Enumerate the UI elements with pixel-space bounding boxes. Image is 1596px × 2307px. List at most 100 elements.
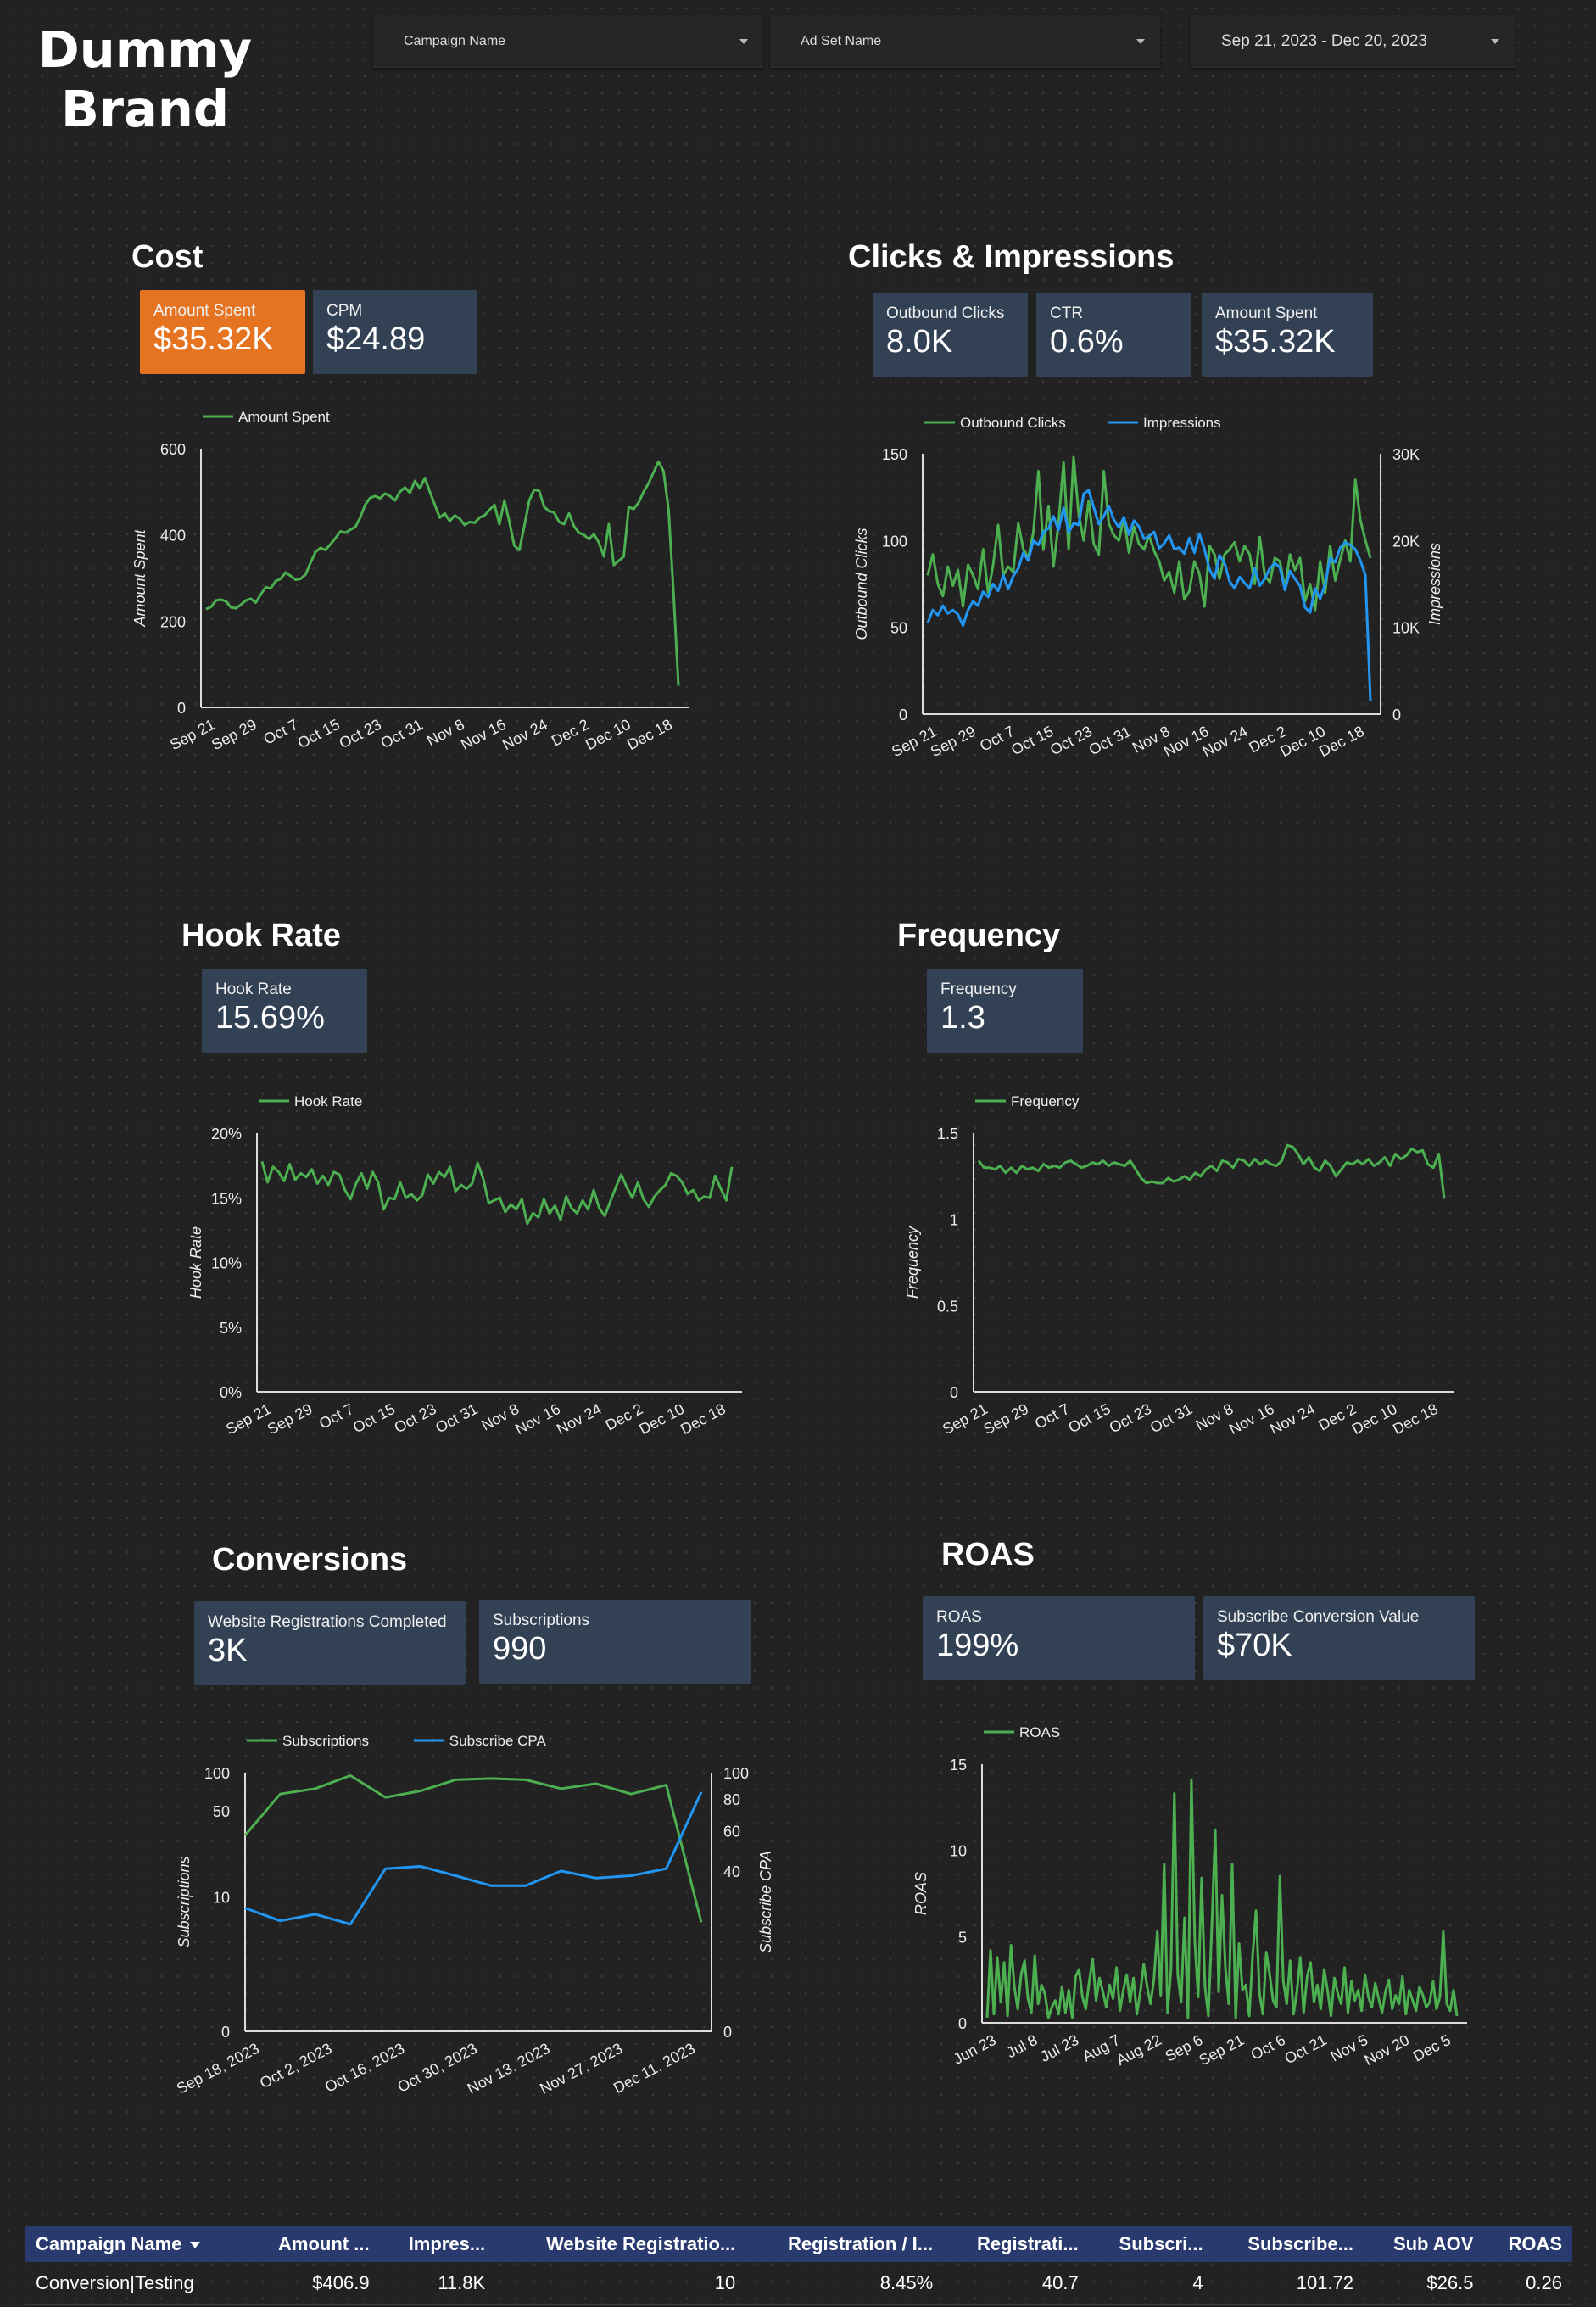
kpi-amount-spent: Amount Spent $35.32K [140,290,305,374]
chevron-down-icon [739,38,748,44]
table-cell: 40.7 [943,2262,1089,2305]
hook-series-hook-rate [260,1161,734,1226]
column-header-label: Campaign Name [36,2233,182,2254]
kpi-label: Subscriptions [493,1612,590,1629]
column-header-sub-aov[interactable]: Sub AOV [1364,2226,1484,2262]
conversions-y2-tick-label: 0 [723,2024,732,2041]
campaign-filter[interactable]: Campaign Name [373,15,763,68]
cost-y-tick-label: 600 [160,441,186,458]
kpi-value: 15.69% [215,1000,325,1036]
roas-y-tick-label: 5 [958,1929,967,1946]
conversions-y-tick-label: 10 [213,1890,230,1907]
date-range-filter[interactable]: Sep 21, 2023 - Dec 20, 2023 [1191,15,1515,68]
column-header-subscriptions[interactable]: Subscri... [1088,2226,1214,2262]
conversions-y-tick-label: 100 [204,1765,230,1782]
kpi-label: CPM [326,302,363,320]
conversions-y2-tick-label: 80 [723,1791,740,1808]
table-row[interactable]: Conversion|Testing $406.9 11.8K 10 8.45%… [25,2262,1572,2305]
table-cell: 8.45% [745,2262,944,2305]
clicks-series-impressions [926,489,1372,701]
cost-x-tick-label: Oct 23 [337,716,384,752]
conversions-x-tick-label: Nov 13, 2023 [465,2040,553,2098]
campaign-filter-label: Campaign Name [404,33,506,48]
column-header-registration-cost[interactable]: Registrati... [943,2226,1089,2262]
conversions-x-tick-label: Sep 18, 2023 [174,2040,262,2098]
kpi-value: 3K [208,1633,248,1668]
frequency-x-tick-label: Sep 21 [940,1400,991,1438]
column-header-roas[interactable]: ROAS [1483,2226,1572,2262]
cost-series-amount-spent [205,460,680,686]
date-range-label: Sep 21, 2023 - Dec 20, 2023 [1221,31,1427,50]
clicks-y2-tick-label: 30K [1392,446,1420,463]
hook-x-tick-label: Sep 21 [223,1400,274,1438]
hook-y-tick-label: 15% [211,1190,242,1207]
kpi-frequency: Frequency 1.3 [927,969,1083,1053]
frequency-x-tick-label: Dec 18 [1390,1400,1441,1438]
adset-filter-label: Ad Set Name [801,33,882,48]
hook-y-tick-label: 10% [211,1255,242,1272]
cost-y-tick-label: 0 [177,700,186,717]
conversions-series-subscribe-cpa [244,1791,703,1926]
kpi-label: Amount Spent [153,302,256,320]
cost-y-tick-label: 200 [160,613,186,630]
column-header-subscribe-value[interactable]: Subscribe... [1213,2226,1364,2262]
hook-y-tick-label: 0% [220,1384,242,1401]
column-header-impressions[interactable]: Impres... [379,2226,496,2262]
kpi-label: Outbound Clicks [886,304,1005,322]
cost-x-tick-label: Sep 29 [209,716,259,753]
frequency-legend-label: Frequency [1011,1093,1080,1109]
kpi-label: Frequency [940,980,1017,998]
kpi-label: Subscribe Conversion Value [1217,1608,1420,1626]
kpi-amount-spent-2: Amount Spent $35.32K [1202,293,1373,377]
clicks-x-tick-label: Nov 24 [1200,723,1251,760]
roas-y-tick-label: 15 [950,1757,967,1774]
cost-x-tick-label: Oct 15 [295,716,343,752]
kpi-value: 990 [493,1631,547,1667]
brand-title: Dummy Brand [37,20,253,138]
sort-desc-icon[interactable] [190,2242,201,2249]
cost-y-tick-label: 400 [160,528,186,545]
frequency-y-tick-label: 1.5 [937,1126,958,1142]
kpi-value: 0.6% [1050,324,1124,360]
cost-x-tick-label: Sep 21 [167,716,218,753]
kpi-value: 199% [936,1628,1019,1663]
column-header-website-registrations[interactable]: Website Registratio... [495,2226,746,2262]
chevron-down-icon [1491,38,1499,44]
table-cell: $26.5 [1364,2262,1484,2305]
conversions-section-title: Conversions [212,1542,408,1578]
frequency-x-tick-label: Oct 23 [1107,1400,1154,1437]
clicks-x-tick-label: Dec 18 [1316,723,1367,760]
frequency-x-tick-label: Oct 7 [1032,1400,1072,1433]
adset-filter[interactable]: Ad Set Name [770,15,1160,68]
conversions-x-tick-label: Dec 11, 2023 [611,2040,698,2097]
roas-legend-label: ROAS [1019,1724,1060,1740]
frequency-x-tick-label: Oct 15 [1065,1400,1113,1437]
column-header-registration-per-impression[interactable]: Registration / I... [745,2226,944,2262]
roas-y-tick-label: 0 [958,2015,967,2032]
conversions-x-tick-label: Nov 27, 2023 [537,2040,625,2098]
kpi-label: CTR [1050,304,1084,322]
roas-x-tick-label: Nov 20 [1361,2031,1412,2069]
clicks-y-axis-title: Outbound Clicks [853,528,870,640]
conversions-y2-tick-label: 60 [723,1824,740,1841]
kpi-label: ROAS [936,1608,982,1626]
table-cell: Conversion|Testing [25,2262,247,2305]
roas-section-title: ROAS [941,1537,1035,1572]
clicks-legend-label: Outbound Clicks [960,415,1066,431]
hook-x-tick-label: Dec 10 [636,1400,687,1438]
conversions-y-axis-title: Subscriptions [176,1856,193,1947]
conversions-y2-axis-title: Subscribe CPA [757,1851,774,1953]
roas-x-tick-label: Dec 5 [1410,2031,1454,2065]
column-header-campaign-name[interactable]: Campaign Name [25,2226,247,2262]
clicks-y-tick-label: 150 [882,446,907,463]
clicks-x-tick-label: Oct 31 [1086,723,1134,759]
conversions-y2-tick-label: 100 [723,1765,749,1782]
hook-section-title: Hook Rate [181,918,341,953]
kpi-subscriptions: Subscriptions 990 [479,1600,751,1684]
chevron-down-icon [1136,38,1145,44]
clicks-y-tick-label: 100 [882,533,907,550]
column-header-amount[interactable]: Amount ... [246,2226,380,2262]
kpi-website-registrations: Website Registrations Completed 3K [194,1601,466,1685]
table-cell: 10 [495,2262,746,2305]
kpi-value: 8.0K [886,324,953,360]
